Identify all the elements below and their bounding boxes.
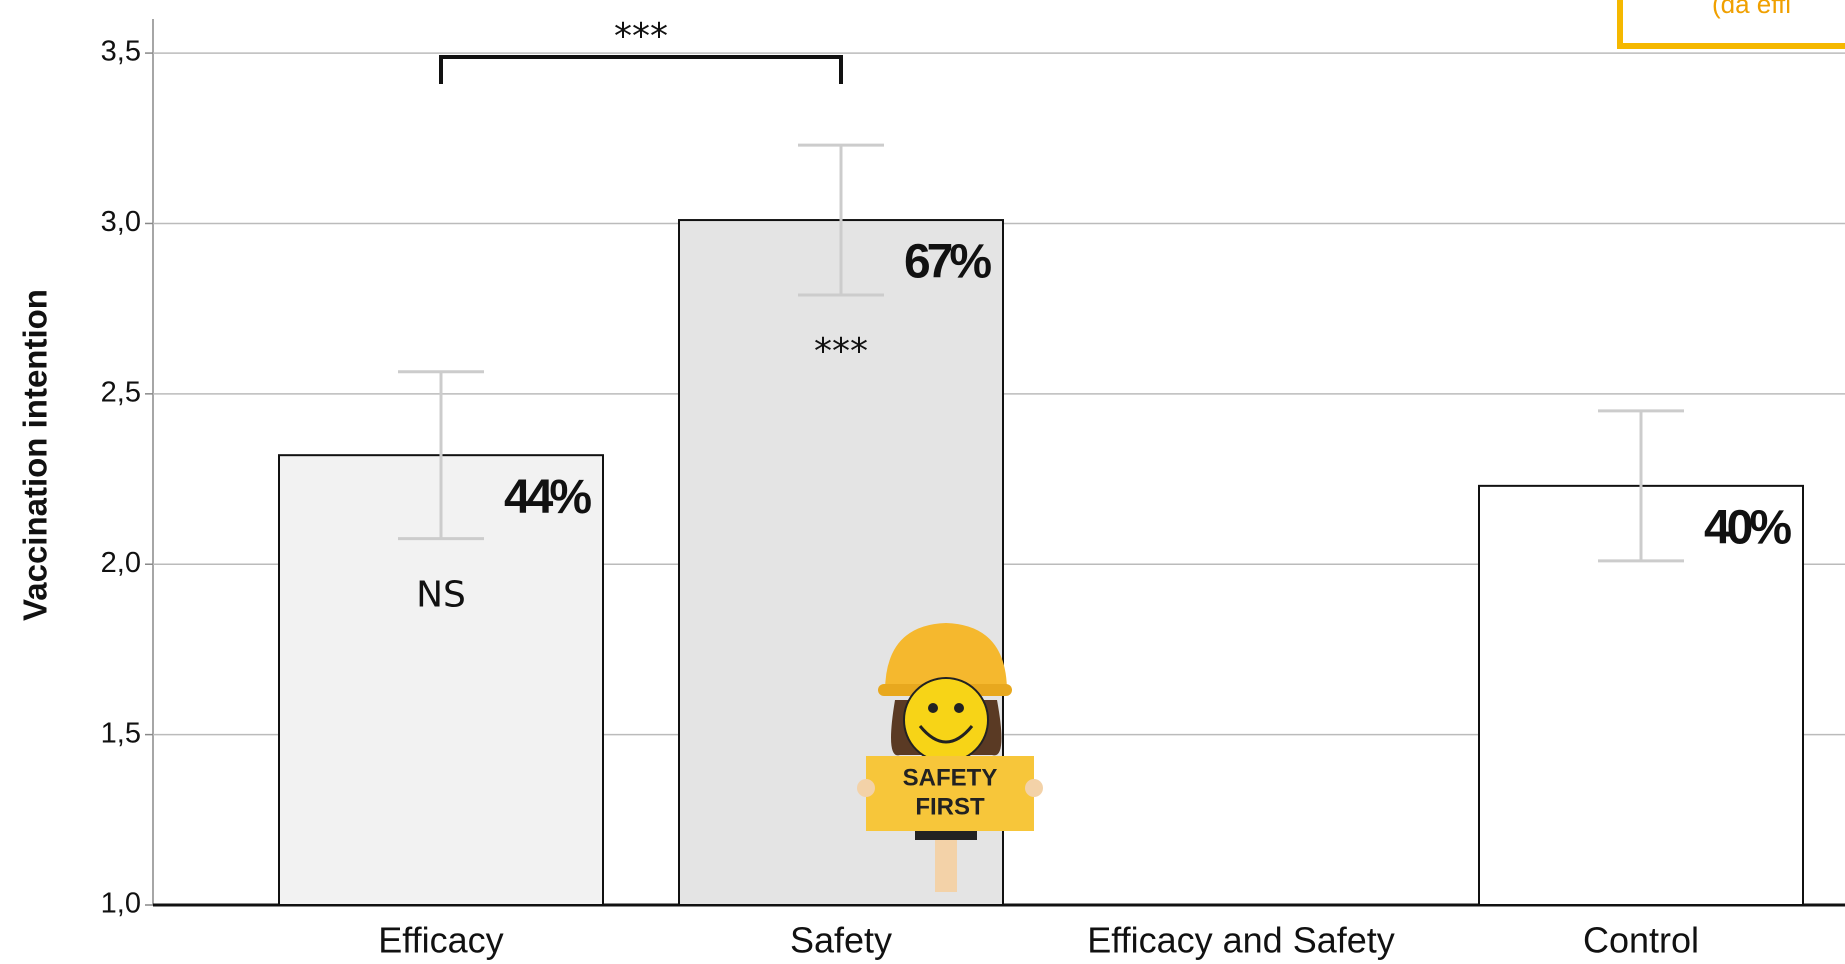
error-bar bbox=[398, 370, 484, 541]
error-bar bbox=[798, 143, 884, 297]
smiley-mouth bbox=[918, 725, 974, 744]
figure-helmet bbox=[885, 623, 1007, 692]
error-bar bbox=[1598, 409, 1684, 563]
hand bbox=[857, 779, 875, 797]
bar-note: 67% bbox=[904, 236, 991, 289]
sign-text: SAFETY bbox=[903, 764, 998, 791]
significance: NS bbox=[416, 575, 466, 616]
x-tick-label: Efficacy and Safety bbox=[1087, 920, 1395, 961]
significance: *** bbox=[814, 331, 868, 372]
smiley-eye bbox=[954, 703, 964, 713]
corner-box bbox=[1617, 0, 1845, 49]
comparison-bracket bbox=[439, 55, 843, 84]
sign-board bbox=[866, 756, 1034, 831]
x-tick-label: Safety bbox=[790, 920, 892, 961]
smiley-face bbox=[903, 677, 989, 763]
figure-legs bbox=[935, 830, 957, 892]
x-tick-label: Efficacy bbox=[378, 920, 503, 961]
sign-text: FIRST bbox=[915, 793, 985, 820]
corner-note: (da effi bbox=[1712, 0, 1791, 19]
bar-note: 40% bbox=[1704, 502, 1791, 555]
y-tick-label: 1,0 bbox=[101, 888, 141, 920]
y-axis-title: Vaccination intention bbox=[17, 289, 54, 621]
hand bbox=[1025, 779, 1043, 797]
y-tick-label: 3,5 bbox=[101, 36, 141, 68]
y-tick-label: 1,5 bbox=[101, 717, 141, 749]
bar-note: 44% bbox=[504, 471, 591, 524]
y-tick-label: 2,0 bbox=[101, 547, 141, 579]
comparison-label: *** bbox=[614, 16, 668, 57]
smiley-eye bbox=[928, 703, 938, 713]
y-tick-label: 2,5 bbox=[101, 377, 141, 409]
y-tick-label: 3,0 bbox=[101, 206, 141, 238]
x-tick-label: Control bbox=[1583, 920, 1699, 961]
